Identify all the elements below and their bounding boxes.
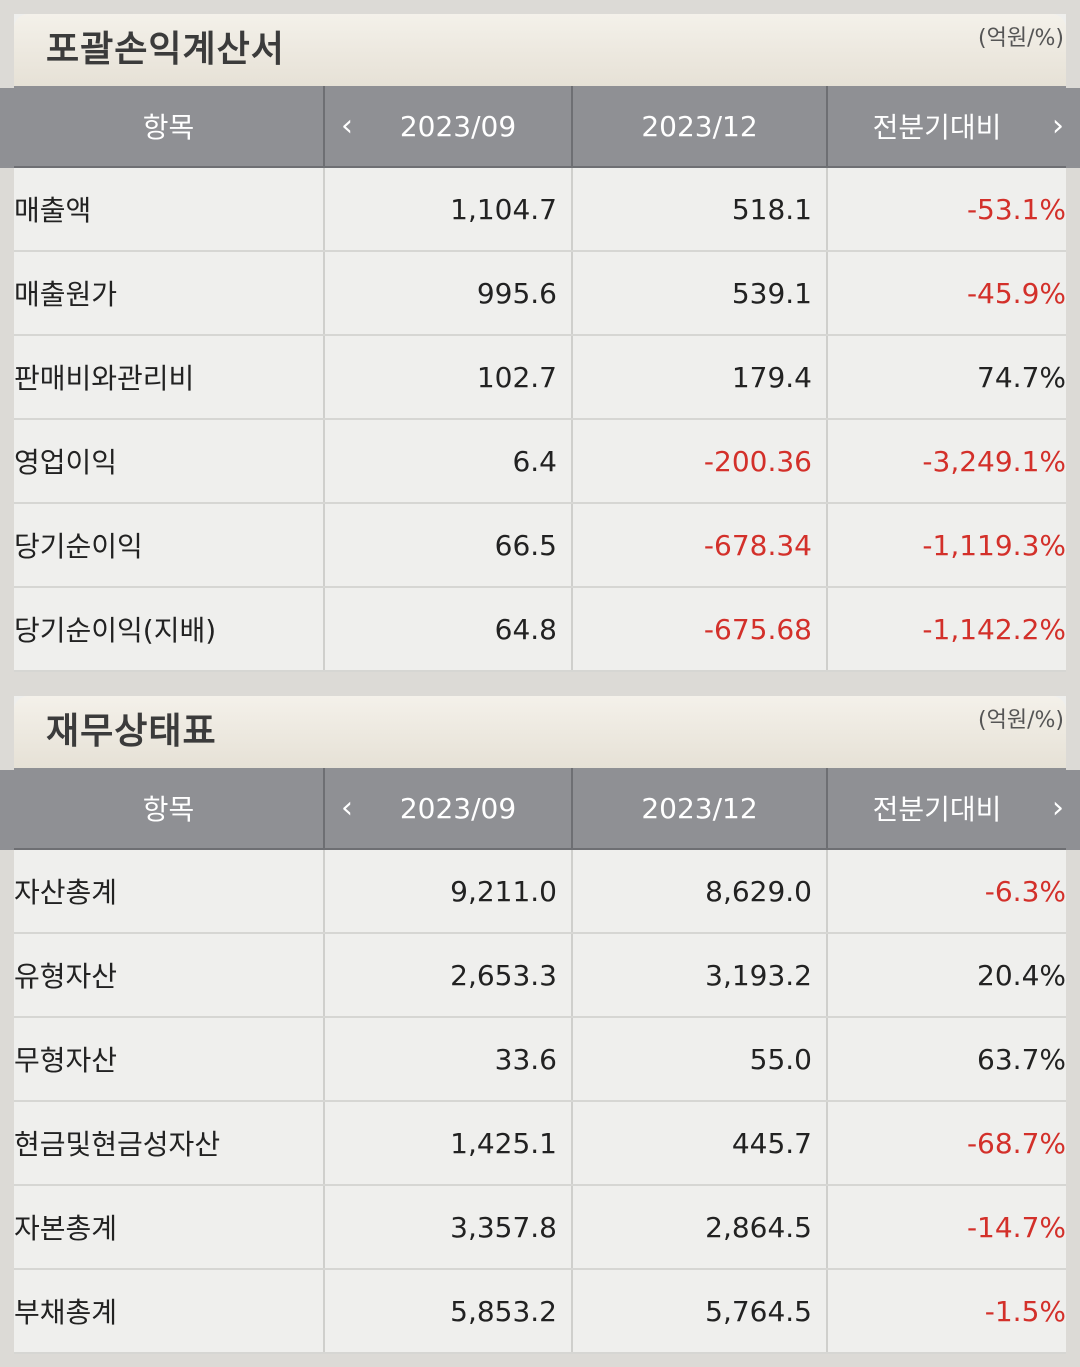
row-label: 무형자산 [14,1017,325,1102]
value-change: 63.7% [827,1017,1066,1102]
value-change: -68.7% [827,1101,1066,1186]
row-label: 부채총계 [14,1269,325,1354]
column-header-period2: 2023/12 [571,86,828,168]
column-header-item: 항목 [14,768,325,850]
chevron-right-icon[interactable]: › [1052,108,1064,144]
period1-label: 2023/09 [399,791,517,825]
value-period2: 55.0 [572,1017,828,1102]
value-change: 20.4% [827,933,1066,1018]
row-label: 당기순이익 [14,503,325,588]
row-label: 유형자산 [14,933,325,1018]
column-header-change: 전분기대비 › [826,86,1066,168]
chevron-left-icon[interactable]: ‹ [341,108,353,144]
row-label: 현금및현금성자산 [14,1101,325,1186]
row-label: 매출액 [14,167,325,252]
value-period1: 66.5 [324,503,573,588]
section-title: 재무상태표 [46,711,217,752]
table-row: 판매비와관리비 102.7 179.4 74.7% [14,335,1066,420]
value-change: -14.7% [827,1185,1066,1270]
value-period2: 2,864.5 [572,1185,828,1270]
table-row: 현금및현금성자산 1,425.1 445.7 -68.7% [14,1101,1066,1186]
table-row: 자산총계 9,211.0 8,629.0 -6.3% [14,849,1066,934]
value-period2: -678.34 [572,503,828,588]
value-change: -1.5% [827,1269,1066,1354]
value-period1: 6.4 [324,419,573,504]
value-period2: 179.4 [572,335,828,420]
column-header-period1: ‹ 2023/09 [323,86,573,168]
value-period2: -200.36 [572,419,828,504]
row-label: 자본총계 [14,1185,325,1270]
column-header-period2: 2023/12 [571,768,828,850]
value-period1: 3,357.8 [324,1185,573,1270]
change-label: 전분기대비 [872,793,1002,826]
value-period1: 1,425.1 [324,1101,573,1186]
column-header-period1: ‹ 2023/09 [323,768,573,850]
value-period1: 5,853.2 [324,1269,573,1354]
value-change: -1,142.2% [827,587,1066,672]
row-label: 판매비와관리비 [14,335,325,420]
value-period2: 8,629.0 [572,849,828,934]
chevron-left-icon[interactable]: ‹ [341,790,353,826]
income-statement-table: 항목 ‹ 2023/09 2023/12 전분기대비 › 매출액 1,104.7 5… [14,86,1066,672]
table-row: 당기순이익 66.5 -678.34 -1,119.3% [14,503,1066,588]
balance-sheet-card: 재무상태표 (억원/%) 항목 ‹ 2023/09 2023/12 전분기대비 … [14,696,1066,1354]
table-row: 자본총계 3,357.8 2,864.5 -14.7% [14,1185,1066,1270]
value-change: -1,119.3% [827,503,1066,588]
value-period1: 2,653.3 [324,933,573,1018]
balance-sheet-table: 항목 ‹ 2023/09 2023/12 전분기대비 › 자산총계 9,211.0… [14,768,1066,1354]
column-header-item: 항목 [14,86,325,168]
value-period2: 518.1 [572,167,828,252]
change-label: 전분기대비 [872,111,1002,144]
value-period1: 64.8 [324,587,573,672]
period1-label: 2023/09 [399,109,517,143]
value-period2: 445.7 [572,1101,828,1186]
table-row: 영업이익 6.4 -200.36 -3,249.1% [14,419,1066,504]
row-label: 영업이익 [14,419,325,504]
table-row: 당기순이익(지배) 64.8 -675.68 -1,142.2% [14,587,1066,672]
chevron-right-icon[interactable]: › [1052,790,1064,826]
unit-label: (억원/%) [978,26,1064,51]
value-change: -45.9% [827,251,1066,336]
value-change: -3,249.1% [827,419,1066,504]
value-period2: 539.1 [572,251,828,336]
value-period1: 1,104.7 [324,167,573,252]
section-header: 재무상태표 (억원/%) [14,696,1066,768]
unit-label: (억원/%) [978,708,1064,733]
section-header: 포괄손익계산서 (억원/%) [14,14,1066,86]
value-period1: 9,211.0 [324,849,573,934]
table-row: 매출액 1,104.7 518.1 -53.1% [14,167,1066,252]
income-statement-card: 포괄손익계산서 (억원/%) 항목 ‹ 2023/09 2023/12 전분기대… [14,14,1066,672]
table-row: 무형자산 33.6 55.0 63.7% [14,1017,1066,1102]
value-period2: -675.68 [572,587,828,672]
row-label: 매출원가 [14,251,325,336]
table-row: 부채총계 5,853.2 5,764.5 -1.5% [14,1269,1066,1354]
value-period1: 33.6 [324,1017,573,1102]
value-period2: 3,193.2 [572,933,828,1018]
value-change: -53.1% [827,167,1066,252]
row-label: 자산총계 [14,849,325,934]
value-change: 74.7% [827,335,1066,420]
column-header-change: 전분기대비 › [826,768,1066,850]
table-row: 매출원가 995.6 539.1 -45.9% [14,251,1066,336]
value-period2: 5,764.5 [572,1269,828,1354]
table-row: 유형자산 2,653.3 3,193.2 20.4% [14,933,1066,1018]
value-period1: 102.7 [324,335,573,420]
value-period1: 995.6 [324,251,573,336]
section-title: 포괄손익계산서 [46,29,285,70]
row-label: 당기순이익(지배) [14,587,325,672]
value-change: -6.3% [827,849,1066,934]
